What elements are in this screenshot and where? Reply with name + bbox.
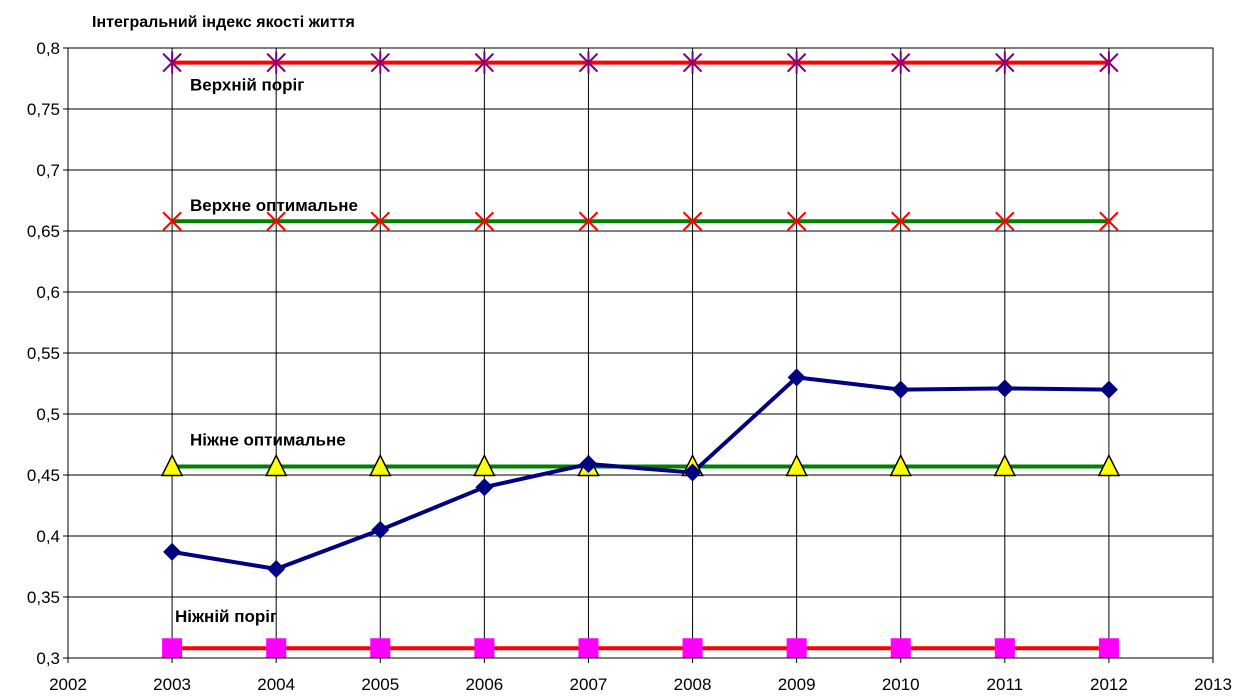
diamond-marker bbox=[683, 463, 702, 482]
y-tick-label: 0,35 bbox=[27, 588, 60, 607]
x-tick-label: 2003 bbox=[153, 675, 191, 694]
y-tick-label: 0,8 bbox=[36, 39, 60, 58]
asterisk-marker bbox=[1099, 51, 1119, 74]
square-marker bbox=[370, 638, 391, 659]
asterisk-marker bbox=[266, 51, 286, 74]
y-tick-label: 0,6 bbox=[36, 283, 60, 302]
y-tick-label: 0,5 bbox=[36, 405, 60, 424]
x-tick-label: 2013 bbox=[1194, 675, 1232, 694]
square-marker bbox=[786, 638, 807, 659]
x-tick-label: 2004 bbox=[257, 675, 295, 694]
series-label: Ніжне оптимальне bbox=[190, 430, 346, 449]
series-markers bbox=[160, 51, 1121, 659]
series-label: Верхній поріг bbox=[190, 76, 304, 95]
series-label: Верхне оптимальне bbox=[190, 196, 358, 215]
triangle-marker bbox=[160, 453, 184, 477]
square-marker bbox=[682, 638, 703, 659]
asterisk-marker bbox=[995, 51, 1015, 74]
x-tick-label: 2007 bbox=[570, 675, 608, 694]
plot-area-frame bbox=[67, 47, 1214, 659]
y-tick-label: 0,65 bbox=[27, 222, 60, 241]
y-tick-label: 0,45 bbox=[27, 466, 60, 485]
triangle-marker bbox=[993, 453, 1017, 477]
asterisk-marker bbox=[474, 51, 495, 74]
x-tick-label: 2006 bbox=[465, 675, 503, 694]
x-tick-label: 2008 bbox=[674, 675, 712, 694]
x-marker bbox=[578, 211, 599, 231]
x-marker bbox=[162, 211, 182, 231]
x-marker bbox=[786, 211, 807, 231]
asterisk-marker bbox=[891, 51, 911, 74]
x-axis-ticks: 2002 2003 2004 2005 2006 2007 2008 2009 2010 2011… bbox=[49, 658, 1232, 694]
x-tick-label: 2005 bbox=[361, 675, 399, 694]
diamond-marker bbox=[579, 455, 598, 474]
diamond-marker bbox=[891, 380, 910, 399]
triangle-marker bbox=[473, 453, 496, 477]
asterisk-marker bbox=[682, 51, 703, 74]
asterisk-marker bbox=[786, 51, 807, 74]
asterisk-marker bbox=[162, 51, 182, 74]
series-labels: Верхній поріг Верхне оптимальне Ніжне опти… bbox=[175, 76, 358, 627]
x-tick-label: 2011 bbox=[987, 675, 1024, 694]
square-marker bbox=[266, 638, 287, 659]
diamond-marker bbox=[787, 368, 806, 387]
diamond-marker bbox=[995, 379, 1014, 398]
y-tick-label: 0,3 bbox=[36, 649, 60, 668]
asterisk-marker bbox=[370, 51, 390, 74]
triangle-marker bbox=[369, 453, 392, 477]
square-marker bbox=[162, 638, 183, 659]
triangle-marker bbox=[785, 453, 808, 477]
diamond-marker bbox=[163, 542, 182, 561]
chart-title: Інтегральний індекс якості життя bbox=[92, 14, 355, 31]
y-tick-label: 0,55 bbox=[27, 344, 60, 363]
x-tick-label: 2010 bbox=[882, 675, 920, 694]
grid bbox=[67, 47, 1214, 659]
square-marker bbox=[1098, 638, 1119, 659]
triangle-marker bbox=[264, 453, 288, 477]
x-tick-label: 2009 bbox=[778, 675, 816, 694]
y-tick-label: 0,7 bbox=[36, 161, 60, 180]
series-line bbox=[171, 375, 1109, 571]
y-tick-label: 0,75 bbox=[27, 100, 60, 119]
square-marker bbox=[474, 638, 495, 659]
x-tick-label: 2002 bbox=[49, 675, 87, 694]
x-marker bbox=[1099, 211, 1119, 231]
x-marker bbox=[891, 211, 911, 231]
square-marker bbox=[890, 638, 911, 659]
diamond-marker bbox=[1099, 380, 1118, 399]
x-marker bbox=[682, 211, 703, 231]
triangle-marker bbox=[889, 453, 912, 477]
series-label: Ніжній поріг bbox=[175, 607, 277, 626]
diamond-marker bbox=[267, 559, 286, 578]
y-tick-label: 0,4 bbox=[36, 527, 60, 546]
x-marker bbox=[474, 211, 495, 231]
series-lines bbox=[171, 60, 1109, 651]
diamond-marker bbox=[371, 520, 390, 539]
x-marker bbox=[995, 211, 1015, 231]
square-marker bbox=[578, 638, 599, 659]
x-tick-label: 2012 bbox=[1090, 675, 1128, 694]
diamond-marker bbox=[475, 478, 494, 497]
x-marker bbox=[370, 211, 390, 231]
square-marker bbox=[994, 638, 1015, 659]
asterisk-marker bbox=[578, 51, 599, 74]
y-axis-ticks: 0,3 0,35 0,4 0,45 0,5 0,55 0,6 0,65 0,7 0,75 0,8 bbox=[27, 39, 68, 668]
triangle-marker bbox=[1097, 453, 1121, 477]
x-marker bbox=[266, 211, 286, 231]
